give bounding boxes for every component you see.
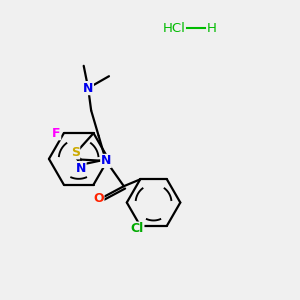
Text: N: N [76,162,86,175]
Text: N: N [101,154,111,167]
Text: F: F [52,127,61,140]
Text: N: N [83,82,93,94]
Text: HCl: HCl [163,22,186,34]
Text: O: O [93,192,104,205]
Text: Cl: Cl [130,222,144,235]
Text: S: S [70,146,80,159]
Text: H: H [206,22,216,34]
